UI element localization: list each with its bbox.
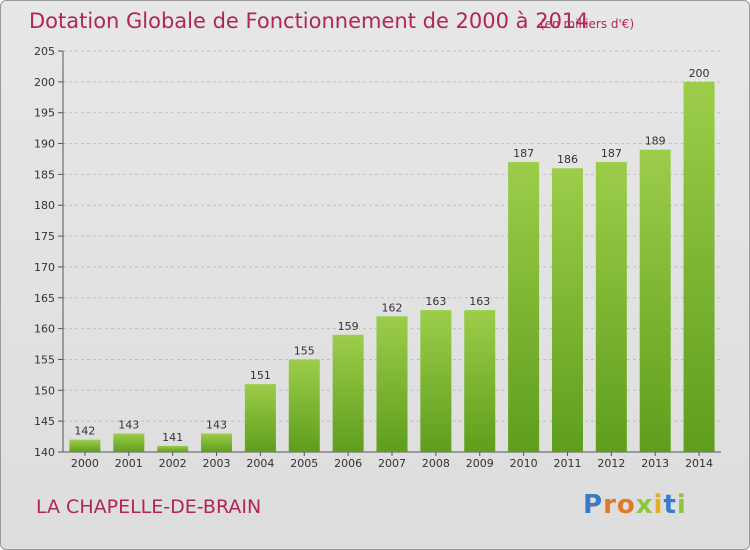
bar [508, 162, 540, 453]
x-tick-label: 2014 [685, 457, 713, 470]
bar-value-label: 187 [513, 147, 534, 160]
logo-letter: o [616, 490, 636, 520]
x-tick-label: 2001 [115, 457, 143, 470]
bar [288, 359, 320, 452]
x-tick-label: 2008 [422, 457, 450, 470]
bar-value-label: 189 [645, 135, 666, 148]
bar [332, 334, 364, 452]
logo-letter: t [663, 490, 677, 520]
logo-letter: P [583, 490, 604, 520]
x-tick-label: 2000 [71, 457, 99, 470]
bar-value-label: 162 [382, 301, 403, 314]
x-tick-label: 2010 [510, 457, 538, 470]
x-tick-label: 2003 [203, 457, 231, 470]
y-tick-label: 155 [34, 353, 55, 366]
bar-value-label: 163 [469, 295, 490, 308]
y-tick-label: 190 [34, 138, 55, 151]
bar-value-label: 142 [74, 425, 95, 438]
bar [551, 168, 583, 452]
bar [376, 316, 408, 452]
bar-value-label: 186 [557, 153, 578, 166]
y-tick-label: 150 [34, 384, 55, 397]
bar-value-label: 163 [425, 295, 446, 308]
bar-value-label: 200 [689, 67, 710, 80]
y-tick-label: 200 [34, 76, 55, 89]
x-tick-label: 2011 [553, 457, 581, 470]
y-tick-label: 170 [34, 261, 55, 274]
x-tick-label: 2005 [290, 457, 318, 470]
x-tick-label: 2007 [378, 457, 406, 470]
logo-letter: r [603, 490, 617, 520]
y-tick-label: 180 [34, 199, 55, 212]
x-tick-label: 2013 [641, 457, 669, 470]
x-tick-label: 2012 [597, 457, 625, 470]
y-tick-label: 205 [34, 45, 55, 58]
bar-value-label: 155 [294, 344, 315, 357]
bar [201, 433, 233, 452]
chart-title: Dotation Globale de Fonctionnement de 20… [29, 9, 589, 33]
bar [639, 149, 671, 452]
bar-value-label: 143 [206, 418, 227, 431]
x-tick-label: 2006 [334, 457, 362, 470]
bar-value-label: 159 [338, 320, 359, 333]
bar-value-label: 151 [250, 369, 271, 382]
logo-letter: i [676, 490, 687, 520]
logo-letter: i [653, 490, 664, 520]
chart-unit-note: (en milliers d'€) [540, 17, 635, 31]
bar [113, 433, 145, 452]
y-tick-label: 140 [34, 446, 55, 459]
y-tick-label: 145 [34, 415, 55, 428]
proxiti-logo[interactable]: Proxiti [583, 490, 687, 520]
bar-value-label: 187 [601, 147, 622, 160]
bar-value-label: 141 [162, 431, 183, 444]
x-tick-label: 2002 [159, 457, 187, 470]
bar [244, 384, 276, 452]
logo-letter: x [635, 490, 654, 520]
y-tick-label: 165 [34, 292, 55, 305]
place-name: LA CHAPELLE-DE-BRAIN [36, 496, 262, 518]
y-tick-label: 175 [34, 230, 55, 243]
bar [420, 310, 452, 452]
bar-value-label: 143 [118, 418, 139, 431]
bar [595, 162, 627, 453]
x-tick-label: 2009 [466, 457, 494, 470]
bar [464, 310, 496, 452]
bar [683, 81, 715, 452]
x-tick-label: 2004 [246, 457, 274, 470]
y-tick-label: 160 [34, 323, 55, 336]
y-tick-label: 185 [34, 168, 55, 181]
y-tick-label: 195 [34, 107, 55, 120]
bar [157, 445, 189, 452]
bar [69, 439, 101, 452]
